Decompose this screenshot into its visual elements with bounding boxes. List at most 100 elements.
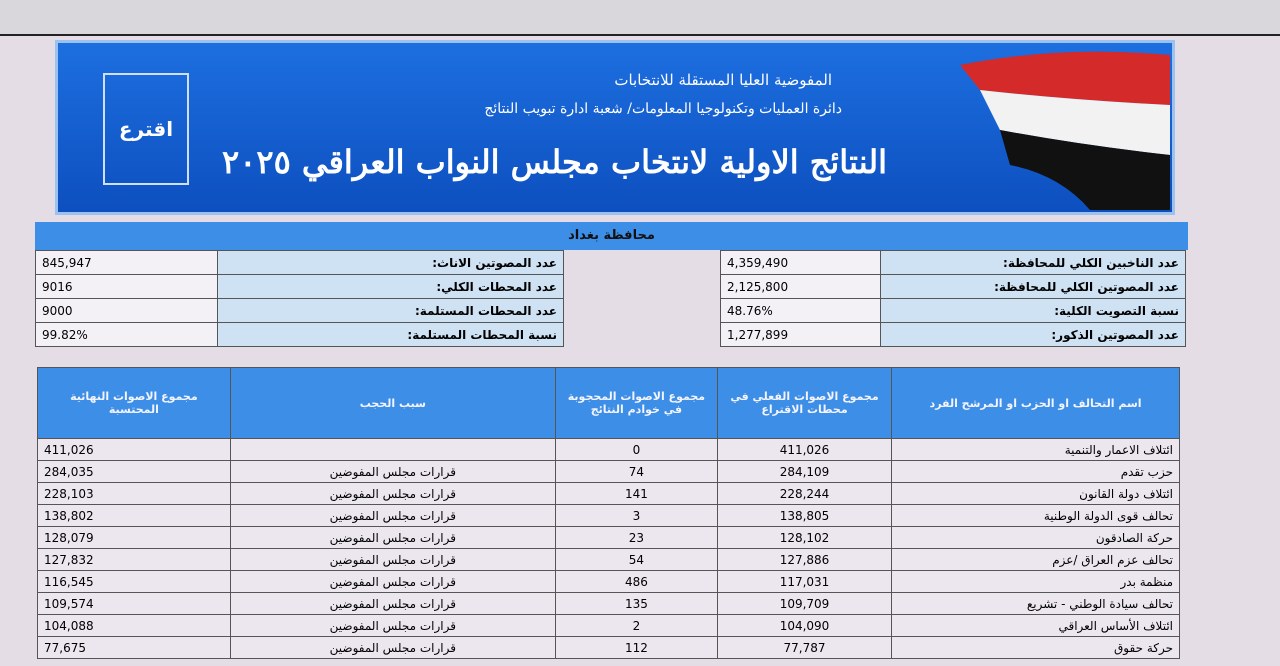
summary-row: عدد المصوتين الاناث: 845,947 [35,250,564,275]
table-row: حزب تقدم 284,109 74 قرارات مجلس المفوضين 284… [37,460,1180,483]
table-cell: 128,079 [37,526,231,549]
table-row: ائتلاف الاعمار والتنمية 411,026 0 411,026 [37,438,1180,461]
table-cell: 411,026 [37,438,231,461]
column-header: اسم التحالف او الحزب او المرشح الفرد [891,367,1180,439]
summary-label: نسبة التصويت الكلية: [880,298,1186,323]
table-cell: 109,709 [716,592,893,615]
table-cell: قرارات مجلس المفوضين [229,460,556,483]
table-cell: منظمة بدر [891,570,1180,593]
summary-label: عدد المحطات المستلمة: [217,298,564,323]
summary-value: 4,359,490 [720,250,881,275]
table-cell: 112 [554,636,718,659]
summary-value: 2,125,800 [720,274,881,299]
table-cell: 77,675 [37,636,231,659]
table-cell: 486 [554,570,718,593]
table-cell: 284,109 [716,460,893,483]
window-bar [0,0,1280,36]
column-header: مجموع الاصوات الفعلي في محطات الاقتراع [716,367,893,439]
table-cell: ائتلاف دولة القانون [891,482,1180,505]
table-cell: 127,886 [716,548,893,571]
summary-left: عدد المصوتين الاناث: 845,947 عدد المحطات ا… [35,250,564,347]
summary-right: عدد الناخبين الكلي للمحافظة: 4,359,490 عدد… [720,250,1186,347]
table-row: حركة الصادقون 128,102 23 قرارات مجلس المفوض… [37,526,1180,549]
table-row: تحالف عزم العراق /عزم 127,886 54 قرارات مجل… [37,548,1180,571]
table-cell: 3 [554,504,718,527]
summary-value: 99.82% [35,322,218,347]
banner: اقترع المفوضية العليا المستقلة للانتخابا… [55,40,1175,215]
table-cell: 411,026 [716,438,893,461]
table-cell: 104,088 [37,614,231,637]
table-row: تحالف قوى الدولة الوطنية 138,805 3 قرارات م… [37,504,1180,527]
table-cell: قرارات مجلس المفوضين [229,570,556,593]
logo: اقترع [103,73,189,185]
table-cell: قرارات مجلس المفوضين [229,636,556,659]
summary-value: 9000 [35,298,218,323]
table-cell: حركة حقوق [891,636,1180,659]
table-cell: 138,805 [716,504,893,527]
table-row: ائتلاف دولة القانون 228,244 141 قرارات مجلس… [37,482,1180,505]
table-cell: 116,545 [37,570,231,593]
table-cell: قرارات مجلس المفوضين [229,482,556,505]
table-cell: تحالف عزم العراق /عزم [891,548,1180,571]
table-cell: قرارات مجلس المفوضين [229,614,556,637]
table-cell: 135 [554,592,718,615]
commission: المفوضية العليا المستقلة للانتخابات [614,71,832,89]
table-cell: 109,574 [37,592,231,615]
table-cell: 284,035 [37,460,231,483]
summary-row: عدد الناخبين الكلي للمحافظة: 4,359,490 [720,250,1186,275]
province: محافظة بغداد [35,222,1188,250]
department: دائرة العمليات وتكنولوجيا المعلومات/ شعب… [484,101,842,117]
table-cell: 128,102 [716,526,893,549]
table-cell: 228,103 [37,482,231,505]
title: النتائج الاولية لانتخاب مجلس النواب العر… [222,143,887,181]
table-cell: قرارات مجلس المفوضين [229,526,556,549]
table-cell: حركة الصادقون [891,526,1180,549]
column-header: سبب الحجب [229,367,556,439]
table-cell: 0 [554,438,718,461]
table-cell: قرارات مجلس المفوضين [229,548,556,571]
summary-value: 845,947 [35,250,218,275]
table-cell: 77,787 [716,636,893,659]
summary-label: عدد المصوتين الذكور: [880,322,1186,347]
flag [960,51,1170,210]
summary-label: نسبة المحطات المستلمة: [217,322,564,347]
results-table: اسم التحالف او الحزب او المرشح الفرد مجمو… [37,367,1180,659]
table-row: ائتلاف الأساس العراقي 104,090 2 قرارات مجلس… [37,614,1180,637]
table-cell: ائتلاف الاعمار والتنمية [891,438,1180,461]
table-row: حركة حقوق 77,787 112 قرارات مجلس المفوضين 77… [37,636,1180,659]
summary-row: عدد المحطات الكلي: 9016 [35,274,564,299]
table-cell: 2 [554,614,718,637]
summary-value: 9016 [35,274,218,299]
table-cell: 23 [554,526,718,549]
table-cell: تحالف سيادة الوطني - تشريع [891,592,1180,615]
table-cell: 54 [554,548,718,571]
table-cell: 127,832 [37,548,231,571]
table-row: تحالف سيادة الوطني - تشريع 109,709 135 قرار… [37,592,1180,615]
table-cell: ائتلاف الأساس العراقي [891,614,1180,637]
summary-value: 48.76% [720,298,881,323]
summary-label: عدد المصوتين الكلي للمحافظة: [880,274,1186,299]
summary-row: نسبة المحطات المستلمة: 99.82% [35,322,564,347]
table-cell: 141 [554,482,718,505]
summary-row: نسبة التصويت الكلية: 48.76% [720,298,1186,323]
table-cell: 138,802 [37,504,231,527]
table-cell: قرارات مجلس المفوضين [229,504,556,527]
column-header: مجموع الاصوات المحجوبة في خوادم النتائج [554,367,718,439]
summary-label: عدد المصوتين الاناث: [217,250,564,275]
table-row: منظمة بدر 117,031 486 قرارات مجلس المفوضين 1… [37,570,1180,593]
column-header: مجموع الاصوات النهائية المحتسبة [37,367,231,439]
table-cell: تحالف قوى الدولة الوطنية [891,504,1180,527]
summary-row: عدد المصوتين الكلي للمحافظة: 2,125,800 [720,274,1186,299]
summary-row: عدد المصوتين الذكور: 1,277,899 [720,322,1186,347]
header-row: اسم التحالف او الحزب او المرشح الفرد مجمو… [37,367,1180,439]
table-cell: 74 [554,460,718,483]
summary-row: عدد المحطات المستلمة: 9000 [35,298,564,323]
summary-label: عدد المحطات الكلي: [217,274,564,299]
table-cell: 104,090 [716,614,893,637]
table-cell [229,438,556,461]
table-cell: قرارات مجلس المفوضين [229,592,556,615]
table-cell: حزب تقدم [891,460,1180,483]
table-cell: 228,244 [716,482,893,505]
table-cell: 117,031 [716,570,893,593]
